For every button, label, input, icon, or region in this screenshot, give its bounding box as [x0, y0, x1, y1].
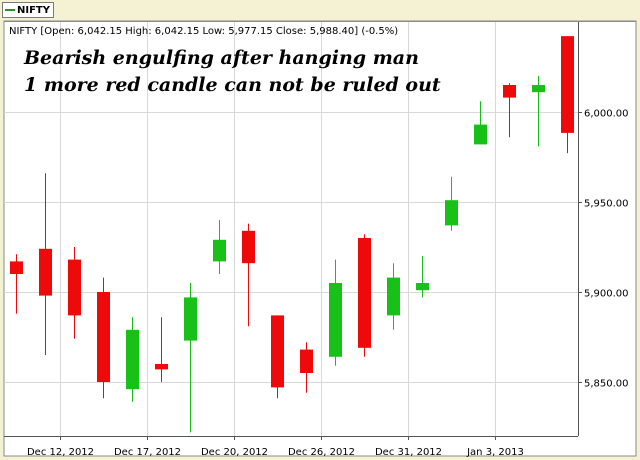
candle-body	[97, 292, 110, 382]
candle-body	[329, 283, 342, 357]
candle-down	[242, 223, 255, 327]
candle-up	[184, 283, 197, 433]
x-tick-label: Dec 26, 2012	[288, 447, 355, 458]
candle-up	[213, 220, 226, 274]
y-tick-label: 5,900.00	[584, 289, 629, 300]
candle-body	[271, 315, 284, 388]
chart-top-border	[4, 21, 636, 22]
candle-up	[474, 101, 487, 145]
candle-body	[126, 329, 139, 390]
candle-body	[184, 297, 197, 341]
grid-layer	[4, 22, 578, 436]
candle-up	[387, 263, 400, 330]
x-tick-label: Dec 12, 2012	[27, 447, 94, 458]
candle-body	[416, 283, 429, 291]
candle-down	[155, 317, 168, 382]
candle-body	[387, 277, 400, 316]
candle-body	[39, 248, 52, 296]
candle-body	[155, 364, 168, 370]
annotation-line-1: Bearish engulfing after hanging man	[23, 47, 419, 69]
x-tick-label: Dec 17, 2012	[114, 447, 181, 458]
candle-body	[358, 238, 371, 348]
candle-body	[503, 85, 516, 98]
y-tick-label: 5,950.00	[584, 199, 629, 210]
candle-body	[242, 230, 255, 264]
legend-line-swatch	[5, 9, 15, 11]
candle-up	[445, 176, 458, 231]
y-tick-label: 5,850.00	[584, 379, 629, 390]
candle-up	[416, 256, 429, 298]
candle-down	[271, 315, 284, 399]
candle-body	[68, 259, 81, 316]
chart-info-line: NIFTY [Open: 6,042.15 High: 6,042.15 Low…	[9, 26, 398, 37]
x-tick-label: Dec 31, 2012	[375, 447, 442, 458]
candle-down	[503, 83, 516, 138]
legend-label: NIFTY	[17, 4, 50, 16]
candle-down	[358, 234, 371, 357]
candle-layer	[10, 36, 574, 433]
x-tick-label: Dec 20, 2012	[201, 447, 268, 458]
legend-box: NIFTY	[2, 2, 54, 18]
y-tick-label: 6,000.00	[584, 109, 629, 120]
candle-body	[10, 261, 23, 274]
chart-frame	[3, 20, 637, 457]
candle-down	[300, 342, 313, 393]
candle-up	[126, 317, 139, 402]
axis-layer: 5,850.00 5,900.00 5,950.00 6,000.00 Dec 12, …	[4, 22, 629, 458]
candle-down	[39, 173, 52, 355]
annotation-line-2: 1 more red candle can not be ruled out	[24, 74, 441, 96]
candle-down	[68, 247, 81, 339]
candle-down	[561, 36, 574, 154]
candle-body	[474, 124, 487, 145]
candle-up	[329, 259, 342, 366]
candle-body	[300, 349, 313, 373]
candle-body	[532, 85, 545, 93]
candle-up	[532, 76, 545, 147]
candle-body	[561, 36, 574, 133]
candle-down	[10, 254, 23, 314]
x-tick-label: Jan 3, 2013	[466, 447, 524, 458]
candle-body	[213, 239, 226, 262]
candle-down	[97, 277, 110, 399]
candle-body	[445, 200, 458, 226]
